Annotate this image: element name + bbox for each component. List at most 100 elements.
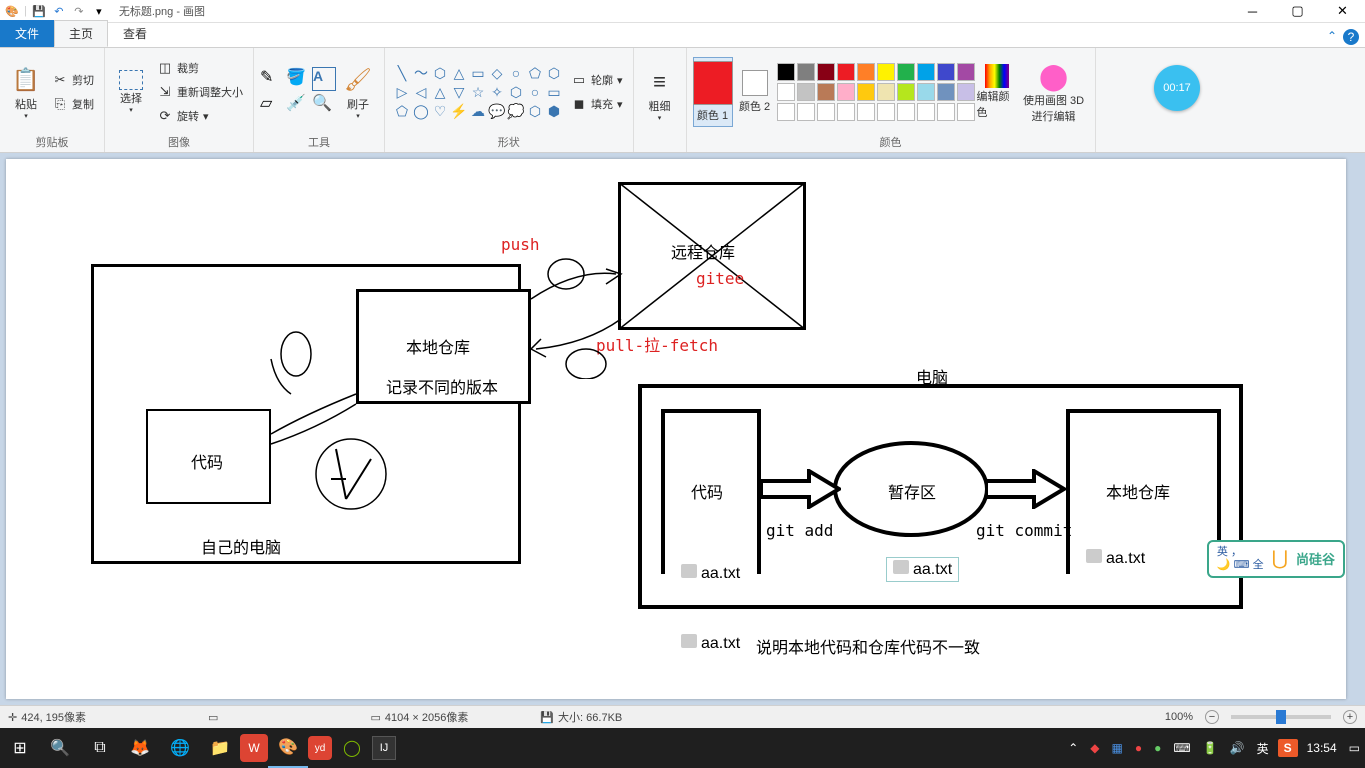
color-swatch[interactable] [777,83,795,101]
tray-chevron-icon[interactable]: ⌃ [1065,741,1081,755]
tb-firefox-icon[interactable]: 🦊 [120,728,160,768]
color-swatch[interactable] [837,83,855,101]
color-swatches[interactable] [777,63,975,121]
text-icon[interactable]: A [312,67,336,91]
tray-icon-3[interactable]: ● [1132,741,1145,755]
color-swatch[interactable] [777,63,795,81]
rotate-button[interactable]: ⟳旋转 ▾ [153,105,247,127]
arrow-commit [986,469,1066,509]
tray-notifications-icon[interactable]: ▭ [1346,741,1363,755]
color-swatch[interactable] [937,63,955,81]
tray-clock[interactable]: 13:54 [1304,741,1340,755]
minimize-button[interactable]: ─ [1230,0,1275,23]
zoom-slider[interactable] [1231,715,1331,719]
color-swatch[interactable] [917,103,935,121]
color-swatch[interactable] [797,103,815,121]
file4: aa.txt [681,634,740,653]
color-swatch[interactable] [777,103,795,121]
color-swatch[interactable] [857,83,875,101]
tab-view[interactable]: 查看 [108,20,162,47]
arrow-add [761,469,841,509]
outline-button[interactable]: ▭轮廓 ▾ [567,69,627,91]
tray-lang[interactable]: 英 [1254,740,1272,757]
color-swatch[interactable] [897,103,915,121]
tab-file[interactable]: 文件 [0,20,54,47]
taskview-button[interactable]: ⧉ [80,728,120,768]
color-swatch[interactable] [877,63,895,81]
tray-battery-icon[interactable]: 🔋 [1200,741,1221,755]
color-swatch[interactable] [957,103,975,121]
canvas[interactable]: 自己的电脑 本地仓库 记录不同的版本 代码 远程仓库 gitee push pu… [6,159,1346,699]
start-button[interactable]: ⊞ [0,728,40,768]
redo-icon[interactable]: ↷ [71,3,87,19]
color-swatch[interactable] [877,103,895,121]
color-swatch[interactable] [957,63,975,81]
shape-gallery[interactable]: ╲〜⬡△▭◇○⬠⬡ ▷◁△▽☆✧⬡○▭ ⬠◯♡⚡☁💬💭⬡⬢ [391,62,565,122]
color-swatch[interactable] [797,83,815,101]
resize-button[interactable]: ⇲重新调整大小 [153,81,247,103]
edit-colors-button[interactable]: 编辑颜色 [977,57,1017,127]
color-swatch[interactable] [897,83,915,101]
color-swatch[interactable] [917,83,935,101]
color-swatch[interactable] [817,83,835,101]
tb-chrome-icon[interactable]: 🌐 [160,728,200,768]
color-swatch[interactable] [817,103,835,121]
tray-icon-2[interactable]: ▦ [1109,741,1126,755]
color2-button[interactable]: 颜色 2 [735,57,775,127]
color-swatch[interactable] [897,63,915,81]
tb-paint-icon[interactable]: 🎨 [268,728,308,768]
picker-icon[interactable]: 💉 [286,93,310,117]
zoom-out-button[interactable]: − [1205,710,1219,724]
select-button[interactable]: 选择 ▾ [111,57,151,127]
tray-icon-4[interactable]: ● [1151,741,1164,755]
undo-icon[interactable]: ↶ [51,3,67,19]
crop-button[interactable]: ◫裁剪 [153,57,247,79]
ime-float[interactable]: 英 ， 🌙 ⌨ 全 ⋃ 尚硅谷 [1207,540,1345,578]
help-icon[interactable]: ? [1343,29,1359,45]
maximize-button[interactable]: ▢ [1275,0,1320,23]
tab-home[interactable]: 主页 [54,20,108,47]
pencil-icon[interactable]: ✎ [260,67,284,91]
tray-wifi-icon[interactable]: ⌨ [1170,741,1193,755]
fill-icon[interactable]: 🪣 [286,67,310,91]
tray-icon-1[interactable]: ◆ [1087,741,1102,755]
color-swatch[interactable] [937,83,955,101]
color-swatch[interactable] [857,63,875,81]
color-swatch[interactable] [957,83,975,101]
cut-button[interactable]: ✂剪切 [48,69,98,91]
tb-wps-icon[interactable]: W [240,734,268,762]
paint3d-button[interactable]: ⬤ 使用画图 3D 进行编辑 [1019,57,1089,127]
timer-badge: 00:17 [1154,65,1200,111]
color-swatch[interactable] [797,63,815,81]
color-swatch[interactable] [837,103,855,121]
tb-explorer-icon[interactable]: 📁 [200,728,240,768]
color-swatch[interactable] [837,63,855,81]
tb-ide-icon[interactable]: IJ [372,736,396,760]
fill-shape-button[interactable]: ◼填充 ▾ [567,93,627,115]
color-swatch[interactable] [937,103,955,121]
tb-app1-icon[interactable]: yd [308,736,332,760]
close-button[interactable]: ✕ [1320,0,1365,23]
brush-button[interactable]: 🖌 刷子 ▾ [338,57,378,127]
thickness-button[interactable]: ≡ 粗细 ▾ [640,59,680,129]
search-button[interactable]: 🔍 [40,728,80,768]
color-swatch[interactable] [817,63,835,81]
color-swatch[interactable] [857,103,875,121]
color-swatch[interactable] [877,83,895,101]
canvas-scroll-area[interactable]: 自己的电脑 本地仓库 记录不同的版本 代码 远程仓库 gitee push pu… [0,153,1365,705]
color1-button[interactable]: 颜色 1 [693,57,733,127]
ime-brand: 尚硅谷 [1296,549,1335,568]
tb-app2-icon[interactable]: ◯ [332,728,372,768]
zoom-in-button[interactable]: + [1343,710,1357,724]
qat-customize-icon[interactable]: ▾ [91,3,107,19]
zoom-icon[interactable]: 🔍 [312,93,336,117]
group-image: 选择 ▾ ◫裁剪 ⇲重新调整大小 ⟳旋转 ▾ 图像 [105,48,254,152]
save-icon[interactable]: 💾 [31,3,47,19]
eraser-icon[interactable]: ▱ [260,93,284,117]
tray-sogou-icon[interactable]: S [1278,739,1298,757]
ribbon-minimize-icon[interactable]: ⌃ [1327,29,1337,45]
color-swatch[interactable] [917,63,935,81]
tray-volume-icon[interactable]: 🔊 [1227,741,1248,755]
copy-button[interactable]: ⎘复制 [48,93,98,115]
paste-button[interactable]: 📋 粘贴 ▾ [6,57,46,127]
